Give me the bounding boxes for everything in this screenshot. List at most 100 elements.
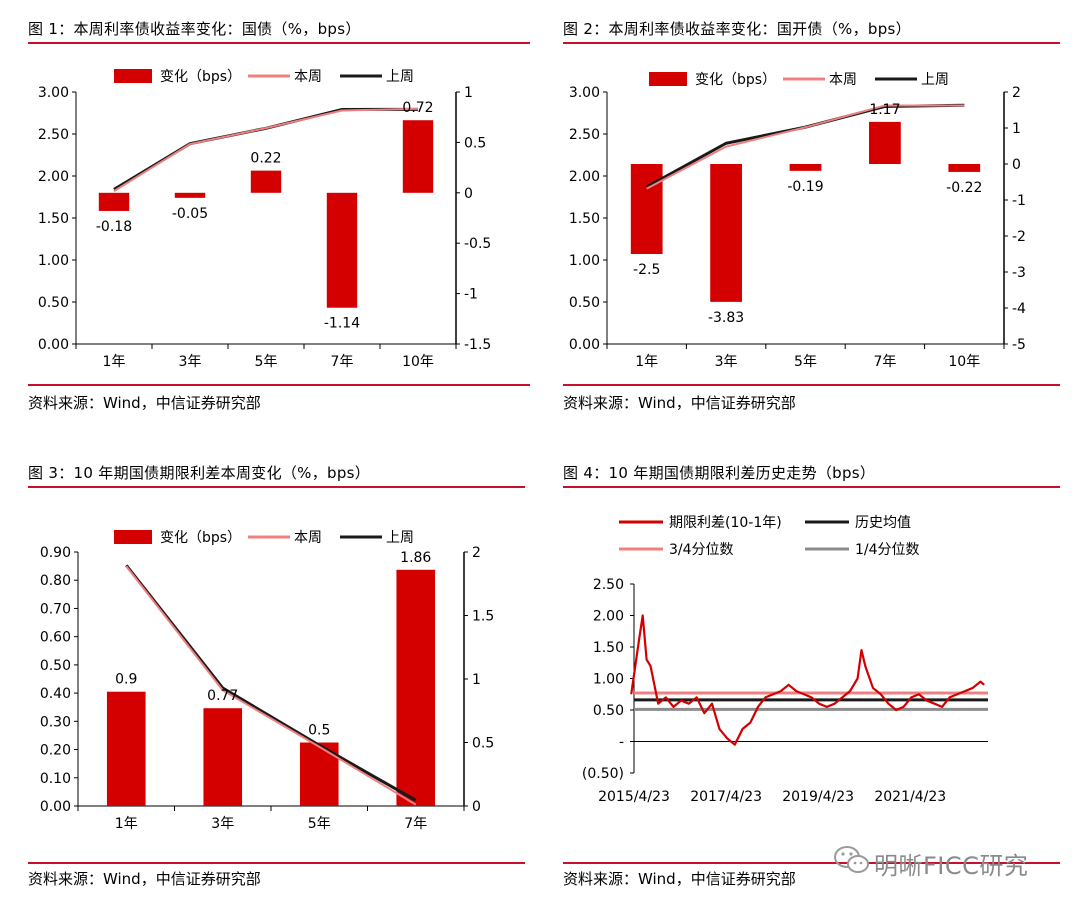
y-tick-label-right: 0.5 [472, 736, 494, 752]
chart-title: 图 3：10 年期国债期限利差本周变化（%，bps） [28, 464, 371, 482]
legend-swatch-bar [649, 72, 687, 86]
x-tick-label: 10年 [402, 354, 434, 370]
legend-label: 变化（bps） [160, 69, 241, 85]
data-label: 0.22 [250, 151, 281, 167]
legend-label: 3/4分位数 [669, 542, 734, 558]
y-tick-label-left: 0.90 [40, 545, 71, 561]
bar [630, 164, 663, 254]
x-tick-label: 3年 [715, 354, 738, 370]
y-tick-label: (0.50) [582, 766, 624, 782]
chart-canvas: 期限利差(10-1年) 历史均值 3/4分位数 1/4分位数 2.50 2.00 1.50 1… [582, 515, 988, 805]
chart-panel-3: 图 3：10 年期国债期限利差本周变化（%，bps） 变化（bps） 本周 上周 0.… [28, 462, 525, 892]
bar [326, 192, 358, 308]
bar [396, 569, 436, 806]
wechat-icon [834, 846, 869, 873]
legend-label: 上周 [921, 72, 949, 88]
x-tick-label: 10年 [948, 354, 980, 370]
x-tick-label: 1年 [635, 354, 658, 370]
data-label: 0.72 [402, 100, 433, 116]
data-label: -3.83 [708, 310, 744, 326]
y-tick-label-left: 2.50 [38, 127, 69, 143]
y-tick-label-left: 2.50 [569, 127, 600, 143]
legend-label: 变化（bps） [695, 72, 776, 88]
y-tick-label-left: 0.50 [40, 658, 71, 674]
source-note: 资料来源：Wind，中信证券研究部 [563, 870, 796, 888]
series-line-this-week [125, 565, 417, 806]
bar [710, 164, 742, 302]
y-tick-label-left: 3.00 [569, 85, 600, 101]
y-tick-label-left: 0.00 [38, 337, 69, 353]
legend-label: 期限利差(10-1年) [669, 515, 782, 531]
bar [789, 164, 822, 171]
legend-swatch-bar [114, 530, 152, 544]
watermark-text: 明晰FICC研究 [874, 852, 1029, 880]
y-tick-label-right: -1.5 [464, 337, 491, 353]
y-tick-label-right: 1.5 [472, 609, 494, 625]
chart-title: 图 1：本周利率债收益率变化：国债（%，bps） [28, 20, 361, 38]
series-line-spread [630, 614, 985, 746]
y-tick-label: 2.50 [593, 577, 624, 593]
bar [402, 120, 434, 193]
bar [869, 121, 901, 164]
y-tick-label-right: 1 [472, 672, 481, 688]
source-rule [563, 384, 1060, 386]
y-tick-label-left: 3.00 [38, 85, 69, 101]
x-tick-label: 5年 [308, 816, 331, 832]
y-tick-label-right: -0.5 [464, 236, 491, 252]
y-tick-label-right: 0 [464, 186, 473, 202]
data-label: -2.5 [633, 262, 660, 278]
data-label: 0.5 [308, 723, 330, 739]
y-tick-label-left: 0.00 [40, 799, 71, 815]
series-line-this-week [646, 104, 965, 190]
x-tick-label: 2017/4/23 [690, 789, 762, 805]
legend-label: 本周 [294, 69, 322, 85]
x-tick-label: 2015/4/23 [598, 789, 670, 805]
y-tick-label-left: 0.50 [569, 295, 600, 311]
y-tick-label-left: 0.10 [40, 771, 71, 787]
legend-label: 1/4分位数 [855, 542, 920, 558]
legend-label: 本周 [294, 530, 322, 546]
y-tick-label-right: -5 [1012, 337, 1026, 353]
series-line-this-week [113, 107, 419, 192]
x-tick-label: 7年 [873, 354, 896, 370]
x-tick-label: 3年 [179, 354, 202, 370]
title-rule [563, 42, 1060, 44]
y-tick-label-left: 1.00 [38, 253, 69, 269]
y-tick-label-left: 0.00 [569, 337, 600, 353]
y-tick-label-right: 2 [472, 545, 481, 561]
chart-panel-1: 图 1：本周利率债收益率变化：国债（%，bps） 变化（bps） 本周 上周 3.00… [28, 18, 530, 418]
source-rule [28, 384, 530, 386]
source-rule [563, 862, 1060, 864]
y-tick-label-right: -3 [1012, 265, 1026, 281]
y-tick-label-left: 0.50 [38, 295, 69, 311]
x-tick-label: 1年 [115, 816, 138, 832]
bar [250, 170, 282, 193]
data-label: -0.22 [946, 180, 982, 196]
chart-title: 图 4：10 年期国债期限利差历史走势（bps） [563, 464, 876, 482]
title-rule [28, 486, 525, 488]
y-tick-label: 2.00 [593, 609, 624, 625]
data-label: -0.18 [96, 219, 132, 235]
y-tick-label-right: 0.5 [464, 135, 486, 151]
y-tick-label-left: 1.00 [569, 253, 600, 269]
chart-canvas: 变化（bps） 本周 上周3.002.502.001.501.000.500.001… [38, 69, 491, 370]
data-label: 0.77 [207, 688, 238, 704]
y-tick-label-right: 1 [1012, 121, 1021, 137]
data-label: 1.86 [400, 550, 431, 566]
x-tick-label: 1年 [103, 354, 126, 370]
y-tick-label-left: 1.50 [569, 211, 600, 227]
chart-canvas: 变化（bps） 本周 上周0.900.800.700.600.500.400.300… [40, 530, 494, 832]
y-tick-label-left: 0.20 [40, 743, 71, 759]
y-tick-label-left: 0.40 [40, 686, 71, 702]
x-tick-label: 7年 [331, 354, 354, 370]
y-tick-label-left: 2.00 [569, 169, 600, 185]
y-tick-label-right: -1 [464, 287, 478, 303]
x-tick-label: 5年 [794, 354, 817, 370]
title-rule [28, 42, 530, 44]
legend-swatch-bar [114, 69, 152, 83]
y-tick-label-right: -4 [1012, 301, 1026, 317]
y-tick-label-left: 2.00 [38, 169, 69, 185]
chart-title: 图 2：本周利率债收益率变化：国开债（%，bps） [563, 20, 911, 38]
legend-label: 变化（bps） [160, 530, 241, 546]
data-label: -0.19 [787, 179, 823, 195]
